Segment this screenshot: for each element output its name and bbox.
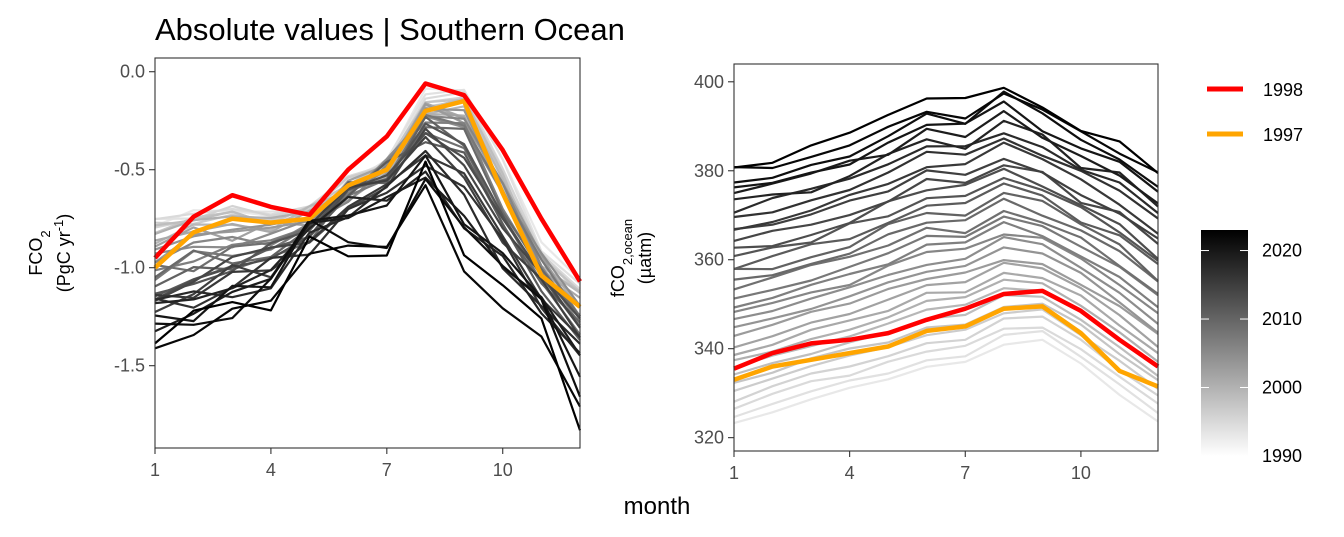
right-xtick-label: 1	[729, 463, 739, 483]
right-year-line-2013	[733, 164, 1159, 245]
legend: 1998 1997	[1207, 80, 1303, 145]
right-year-line-2014	[733, 157, 1159, 240]
right-year-line-2021	[733, 90, 1159, 188]
right-year-line-2001	[733, 259, 1159, 337]
right-ytick-label: 360	[694, 250, 724, 270]
colorbar: 2020 2010 2000 1990	[1201, 230, 1302, 466]
colorbar-label-1990: 1990	[1262, 446, 1302, 466]
right-year-line-2020	[733, 100, 1159, 193]
left-y-ticks: 0.0 -0.5 -1.0 -1.5	[114, 62, 155, 376]
right-x-ticks: 1 4 7 10	[729, 451, 1091, 483]
right-ytick-label: 380	[694, 161, 724, 181]
right-series-1997	[733, 304, 1159, 389]
colorbar-gradient	[1201, 230, 1248, 456]
right-year-line-2017	[733, 132, 1159, 214]
right-xtick-label: 7	[960, 463, 970, 483]
right-ylabel: fCO2,ocean	[608, 219, 635, 297]
right-series-1998	[733, 288, 1160, 371]
right-xtick-label: 4	[845, 463, 855, 483]
right-year-line-2000	[733, 261, 1159, 349]
right-year-line-2006	[733, 215, 1159, 300]
right-panel-border	[733, 63, 1159, 452]
colorbar-ticks: 2020 2010 2000 1990	[1201, 241, 1302, 466]
left-year-line-2018	[154, 170, 581, 354]
left-series-1998	[153, 81, 582, 283]
right-year-line-2002	[733, 246, 1159, 334]
right-y-ticks: 400 380 360 340 320	[694, 72, 734, 448]
left-series-1997	[153, 98, 582, 309]
left-ylabel-unit: (PgC yr-1)	[51, 214, 75, 293]
right-year-line-1999	[733, 271, 1159, 357]
right-ytick-label: 400	[694, 72, 724, 92]
right-year-line-2009	[733, 191, 1159, 282]
right-xtick-label: 10	[1071, 463, 1091, 483]
chart-title: Absolute values | Southern Ocean	[155, 12, 625, 47]
right-year-line-1990	[733, 338, 1159, 425]
right-year-line-2005	[733, 221, 1159, 309]
right-year-line-2022	[733, 92, 1159, 174]
right-year-line-1998	[733, 278, 1159, 363]
panel-fco2-ocean: 400 380 360 340 320 1 4 7 10 fCO2,ocean (µatm)	[608, 63, 1160, 483]
colorbar-label-2010: 2010	[1262, 309, 1302, 329]
right-year-line-2016	[733, 137, 1159, 220]
panel-fco2-flux: 0.0 -0.5 -1.0 -1.5 1 4 7 10 FCO2 (PgC yr-1)	[26, 57, 582, 480]
right-year-line-2004	[733, 233, 1159, 315]
right-year-line-1993	[733, 315, 1159, 403]
right-ylabel-unit: (µatm)	[635, 232, 655, 284]
x-axis-title: month	[624, 493, 691, 520]
right-year-line-2012	[733, 167, 1159, 260]
right-year-line-2007	[733, 209, 1159, 295]
right-year-line-2018	[733, 119, 1159, 208]
left-panel-border	[154, 57, 581, 449]
left-year-line-2020	[154, 154, 581, 378]
right-year-line-2011	[733, 176, 1159, 262]
left-ytick-label: 0.0	[120, 62, 145, 82]
right-year-line-1996	[733, 294, 1159, 377]
right-year-line-1991	[733, 330, 1159, 419]
left-ytick-label: -0.5	[114, 160, 145, 180]
left-ylabel: FCO2	[26, 230, 53, 275]
left-year-line-2021	[154, 178, 582, 398]
right-ytick-label: 340	[694, 339, 724, 359]
legend-label-1998: 1998	[1263, 80, 1303, 100]
left-xtick-label: 7	[382, 460, 392, 480]
right-year-line-1992	[733, 326, 1159, 410]
right-ytick-label: 320	[694, 428, 724, 448]
left-xtick-label: 10	[493, 460, 513, 480]
left-year-line-2015	[154, 154, 581, 338]
colorbar-label-2020: 2020	[1262, 241, 1302, 261]
left-x-ticks: 1 4 7 10	[150, 448, 513, 480]
right-lines	[733, 86, 1160, 425]
left-lines	[153, 81, 582, 431]
right-year-line-2023	[733, 86, 1159, 174]
right-year-line-2015	[733, 141, 1159, 235]
left-xtick-label: 1	[150, 460, 160, 480]
colorbar-label-2000: 2000	[1262, 378, 1302, 398]
left-year-line-2023	[154, 160, 582, 431]
right-year-line-2008	[733, 197, 1159, 283]
left-xtick-label: 4	[266, 460, 276, 480]
right-year-line-2003	[733, 236, 1159, 325]
legend-label-1997: 1997	[1263, 125, 1303, 145]
left-ytick-label: -1.0	[114, 258, 145, 278]
right-year-line-2010	[733, 182, 1159, 271]
left-year-line-2022	[154, 184, 581, 408]
left-ytick-label: -1.5	[114, 356, 145, 376]
